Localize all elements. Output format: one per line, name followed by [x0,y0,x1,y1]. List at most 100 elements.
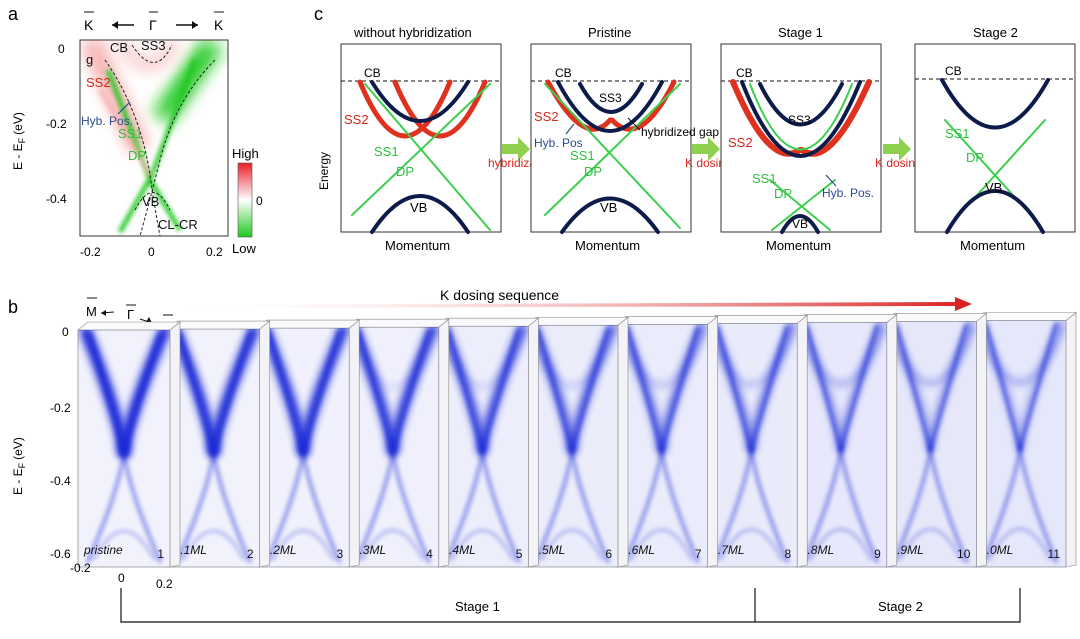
svg-text:0: 0 [148,245,155,259]
svg-text:SS1: SS1 [570,148,595,163]
frame-index-label: 5 [516,547,523,561]
sequence-arrow-icon [160,297,972,311]
arpes-frame: 0.3ML 4 [346,318,450,568]
panel-a: a K Γ K [8,4,263,259]
arpes-frame: 0.8ML 9 [794,313,898,568]
band-label-cb: CB [110,40,128,55]
svg-text:CB: CB [736,66,753,80]
gamma-label: Γ [149,17,157,33]
panel-a-heatmap [80,40,228,236]
svg-text:Momentum: Momentum [575,238,640,253]
frame-dose-label: 0.5ML [532,543,565,557]
arrow-right-icon [176,21,198,29]
svg-text:Momentum: Momentum [960,238,1025,253]
k-left-label: K [84,17,94,33]
frame-dose-label: pristine [83,543,123,557]
svg-text:0.2: 0.2 [156,577,173,591]
frame-dose-label: 1.0ML [980,543,1013,557]
k-dosing-sequence-label: K dosing sequence [440,287,559,303]
band-label-hyb: Hyb. Pos. [81,114,133,128]
k-right-label: K [214,17,224,33]
colorbar [237,162,253,238]
svg-text:-0.6: -0.6 [50,547,71,561]
svg-text:SS2: SS2 [728,135,753,150]
svg-text:-0.4: -0.4 [50,474,71,488]
arpes-frame: pristine 1 [77,321,181,568]
frame-dose-label: 0.3ML [353,543,386,557]
svg-text:0: 0 [118,571,125,585]
frame-index-label: 7 [695,547,702,561]
svg-text:SS1: SS1 [752,171,777,186]
svg-text:Momentum: Momentum [385,238,450,253]
frame-dose-label: 0.1ML [174,543,207,557]
box-1-title: without hybridization [353,25,472,40]
svg-text:-0.2: -0.2 [70,561,91,575]
svg-text:DP: DP [584,164,602,179]
frame-index-label: 11 [1048,547,1061,561]
panel-a-inner-label: g [86,52,93,67]
panel-a-x-ticks: -0.2 0 0.2 [80,245,223,259]
stage-1-label: Stage 1 [455,599,500,614]
arpes-frame: 0.7ML 8 [704,314,809,568]
band-label-vb: VB [142,194,159,209]
frame-index-label: 1 [157,547,164,561]
stage-2-label: Stage 2 [878,599,923,614]
panel-a-y-axis-label: E - EF(eV) [11,112,27,170]
svg-text:VB: VB [600,200,617,215]
schematic-box-1: without hybridization CB SS2 SS1 DP VB M… [340,25,502,253]
svg-text:0.2: 0.2 [206,245,223,259]
panel-b-y-axis-label: E - EF(eV) [11,437,27,495]
band-label-ss2: SS2 [86,75,111,90]
frame-dose-label: 0.4ML [442,543,475,557]
panel-label-b: b [8,297,18,317]
svg-text:SS1: SS1 [945,126,970,141]
arpes-frame: 1.0ML 11 [973,311,1077,568]
svg-text:SS2: SS2 [344,112,369,127]
arrow-k-dosing-1: K dosing [685,137,732,170]
box-2-title: Pristine [588,25,631,40]
frame-index-label: 4 [426,547,433,561]
panel-c: c Energy without hybridization CB SS2 SS… [314,4,1076,253]
arpes-frame: 0.2ML 3 [256,319,361,568]
svg-text:DP: DP [966,150,984,165]
svg-text:Momentum: Momentum [766,238,831,253]
arpes-frames: 1.0ML 110.9ML 100.8ML 90.7ML 80.6ML 70.5ML 60.… [77,311,1077,568]
panel-c-y-axis-label: Energy [317,152,331,190]
arpes-frame: 0.6ML 7 [615,315,719,568]
frame-dose-label: 0.7ML [711,543,744,557]
svg-text:-0.2: -0.2 [46,117,67,131]
svg-text:CB: CB [555,66,572,80]
svg-text:K dosing: K dosing [685,156,732,170]
svg-text:hybridized gap: hybridized gap [641,125,719,139]
panel-b-y-ticks: 0 -0.2 -0.4 -0.6 [50,325,71,561]
svg-text:Hyb. Pos: Hyb. Pos [534,136,583,150]
stage-brackets: Stage 1 Stage 2 [120,588,1021,623]
frame-index-label: 9 [874,547,881,561]
frame-index-label: 2 [247,547,254,561]
schematic-box-3: Stage 1 CB SS3 SS2 SS1 DP Hyb. Pos. VB M… [720,25,882,253]
frame-index-label: 10 [957,547,971,561]
frame-dose-label: 0.9ML [890,543,923,557]
frame-dose-label: 0.6ML [622,543,655,557]
frame-index-label: 8 [785,547,792,561]
colorbar-low: Low [232,241,256,256]
svg-text:Hyb. Pos.: Hyb. Pos. [822,186,874,200]
svg-text:SS3: SS3 [599,91,622,105]
box-4-title: Stage 2 [973,25,1018,40]
svg-text:0: 0 [62,325,69,339]
svg-text:-0.2: -0.2 [50,401,71,415]
arpes-frame: 0.4ML 5 [436,317,540,568]
svg-text:-0.4: -0.4 [46,192,67,206]
arpes-frame: 0.1ML 2 [167,320,271,568]
arpes-frame: 0.5ML 6 [525,316,629,568]
arrow-left-icon [112,21,134,29]
svg-text:VB: VB [410,200,427,215]
colorbar-high: High [232,146,259,161]
svg-text:SS3: SS3 [788,113,811,127]
svg-text:E - EF(eV): E - EF(eV) [11,112,27,170]
arpes-frame: 0.9ML 10 [884,312,988,568]
colorbar-zero: 0 [256,194,263,208]
svg-text:DP: DP [774,186,792,201]
svg-text:CB: CB [364,66,381,80]
svg-text:0: 0 [58,42,65,56]
